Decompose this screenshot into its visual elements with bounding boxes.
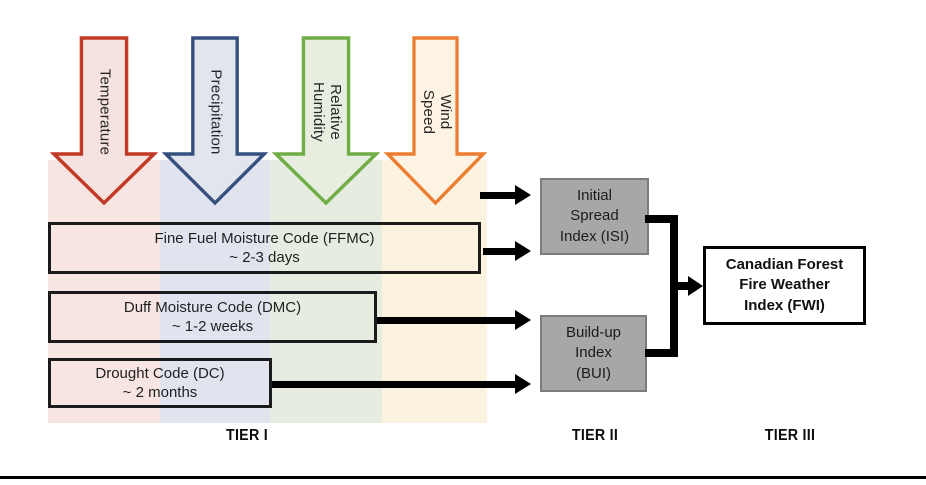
wind-to-isi-arrow xyxy=(480,185,531,205)
dmc-to-bui-arrow xyxy=(377,310,531,330)
down-arrow-icon xyxy=(162,36,268,206)
fwi-arrowhead xyxy=(688,276,703,296)
ffmc-timescale: ~ 2-3 days xyxy=(229,249,300,266)
dc-timescale: ~ 2 months xyxy=(122,384,198,401)
down-arrow-icon xyxy=(50,36,158,206)
tier-2-label: TIER II xyxy=(571,427,619,444)
dmc-title: Duff Moisture Code (DMC) xyxy=(123,298,302,316)
ffmc-title: Fine Fuel Moisture Code (FFMC) xyxy=(154,229,375,247)
dmc-box: Duff Moisture Code (DMC) ~ 1-2 weeks xyxy=(48,291,377,343)
dc-title: Drought Code (DC) xyxy=(95,364,225,382)
bui-box: Build-up Index (BUI) xyxy=(540,315,647,392)
tier-1-label: TIER I xyxy=(225,427,269,444)
figure-bottom-border xyxy=(0,476,926,479)
isi-connector-segment xyxy=(645,215,674,223)
bui-label: Build-up Index (BUI) xyxy=(565,324,622,382)
precipitation-label: Precipitation xyxy=(207,69,225,155)
wind-speed-label: Wind Speed xyxy=(419,89,454,135)
dmc-timescale: ~ 1-2 weeks xyxy=(171,318,254,335)
bui-connector-segment xyxy=(645,349,674,357)
ffmc-box: Fine Fuel Moisture Code (FFMC) ~ 2-3 day… xyxy=(48,222,481,274)
temperature-label: Temperature xyxy=(96,68,114,156)
relative-humidity-label: Relative Humidity xyxy=(310,82,344,142)
down-arrow-icon xyxy=(272,36,380,206)
fwi-arrow-shaft xyxy=(670,282,689,290)
isi-label: Initial Spread Index (ISI) xyxy=(559,187,630,245)
isi-box: Initial Spread Index (ISI) xyxy=(540,178,649,255)
relative-humidity-arrow: Relative Humidity xyxy=(272,36,380,206)
wind-speed-arrow: Wind Speed xyxy=(384,36,487,206)
dc-to-bui-arrow xyxy=(272,374,531,394)
tier-3-label: TIER III xyxy=(764,427,816,444)
precipitation-arrow: Precipitation xyxy=(162,36,268,206)
fwi-label: Canadian Forest Fire Weather Index (FWI) xyxy=(725,256,844,314)
dc-box: Drought Code (DC) ~ 2 months xyxy=(48,358,272,408)
ffmc-to-isi-arrow xyxy=(483,241,531,261)
down-arrow-icon xyxy=(384,36,487,206)
fwi-box: Canadian Forest Fire Weather Index (FWI) xyxy=(703,246,866,325)
temperature-arrow: Temperature xyxy=(50,36,158,206)
